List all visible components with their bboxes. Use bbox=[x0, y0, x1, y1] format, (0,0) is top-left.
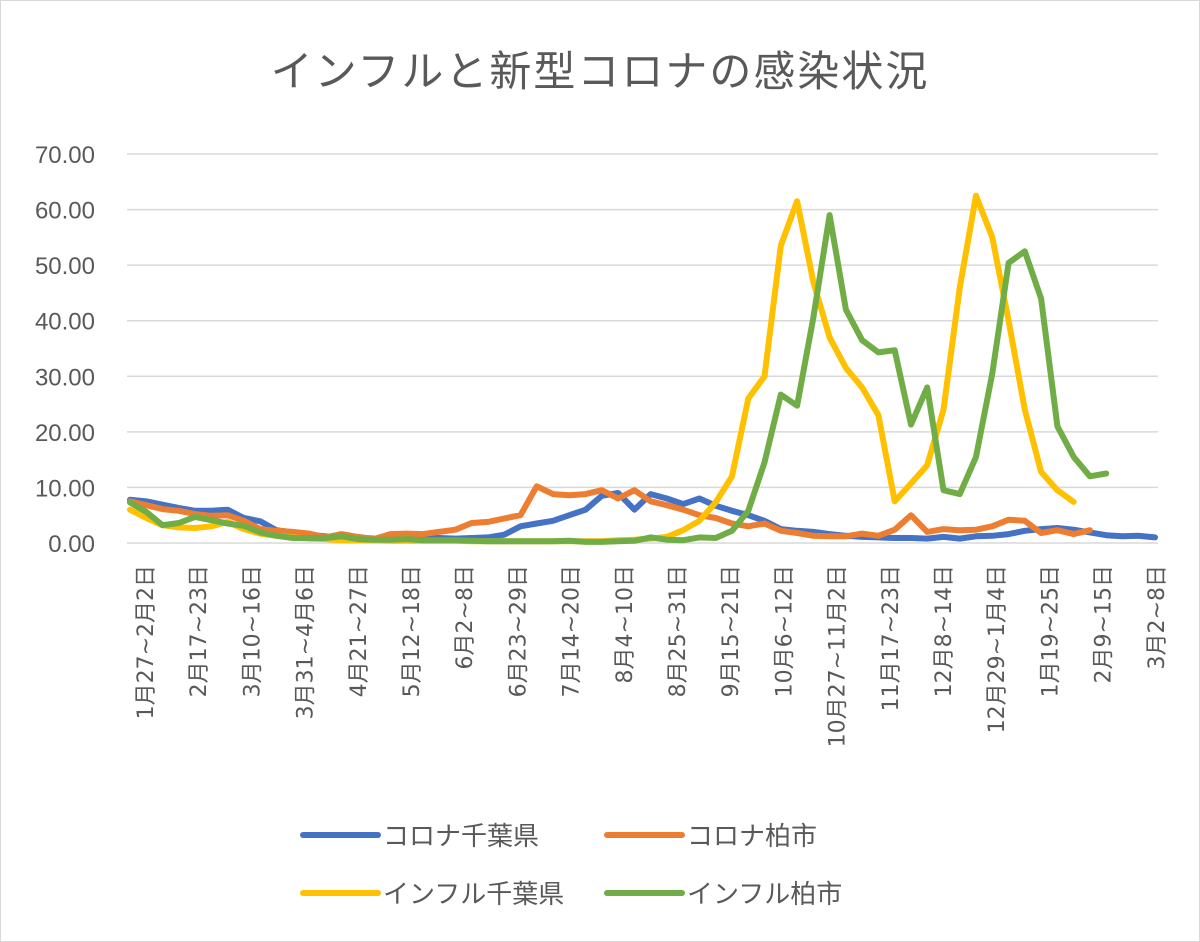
x-tick-label: 1月27~2月2日 bbox=[134, 565, 159, 719]
x-tick-label: 6月2~8日 bbox=[453, 565, 478, 669]
legend-label: インフル柏市 bbox=[687, 880, 842, 910]
x-tick-label: 2月9~15日 bbox=[1092, 565, 1117, 683]
y-tick-label: 30.00 bbox=[35, 364, 95, 391]
y-axis-ticks: 0.00 10.00 20.00 30.00 40.00 50.00 60.00 70.00 bbox=[35, 142, 95, 558]
x-tick-label: 7月14~20日 bbox=[560, 565, 585, 697]
x-tick-label: 8月25~31日 bbox=[666, 565, 691, 697]
x-tick-label: 12月8~14日 bbox=[932, 565, 957, 697]
y-tick-label: 20.00 bbox=[35, 420, 95, 447]
x-tick-label: 3月31~4月6日 bbox=[294, 565, 319, 719]
series-lines bbox=[127, 192, 1158, 545]
chart-title: インフルと新型コロナの感染状況 bbox=[270, 47, 930, 96]
y-tick-label: 70.00 bbox=[35, 142, 95, 169]
gridlines bbox=[127, 153, 1158, 544]
y-tick-label: 50.00 bbox=[35, 253, 95, 280]
x-axis-ticks: 1月27~2月2日 2月17~23日 3月10~16日 3月31~4月6日 4月21~2… bbox=[134, 565, 1170, 747]
x-tick-label: 3月10~16日 bbox=[240, 565, 265, 697]
x-tick-label: 10月27~11月2日 bbox=[826, 565, 851, 747]
x-tick-label: 1月19~25日 bbox=[1038, 565, 1063, 697]
x-tick-label: 5月12~18日 bbox=[400, 565, 425, 697]
x-tick-label: 10月6~12日 bbox=[772, 565, 797, 697]
x-tick-label: 12月29~1月4日 bbox=[985, 565, 1010, 733]
legend-label: コロナ千葉県 bbox=[383, 822, 539, 852]
y-tick-label: 60.00 bbox=[35, 198, 95, 225]
x-tick-label: 6月23~29日 bbox=[506, 565, 531, 697]
x-tick-label: 9月15~21日 bbox=[719, 565, 744, 697]
x-tick-label: 4月21~27日 bbox=[347, 565, 372, 697]
x-tick-label: 11月17~23日 bbox=[879, 565, 904, 711]
legend-label: インフル千葉県 bbox=[383, 880, 564, 910]
y-tick-label: 40.00 bbox=[35, 309, 95, 336]
x-tick-label: 3月2~8日 bbox=[1145, 565, 1170, 669]
x-tick-label: 2月17~23日 bbox=[187, 565, 212, 697]
legend-label: コロナ柏市 bbox=[687, 822, 817, 852]
y-tick-label: 10.00 bbox=[35, 475, 95, 502]
series-line-3 bbox=[127, 212, 1110, 545]
x-tick-label: 8月4~10日 bbox=[613, 565, 638, 683]
y-tick-label: 0.00 bbox=[48, 531, 95, 558]
series-line-1 bbox=[127, 483, 1093, 543]
